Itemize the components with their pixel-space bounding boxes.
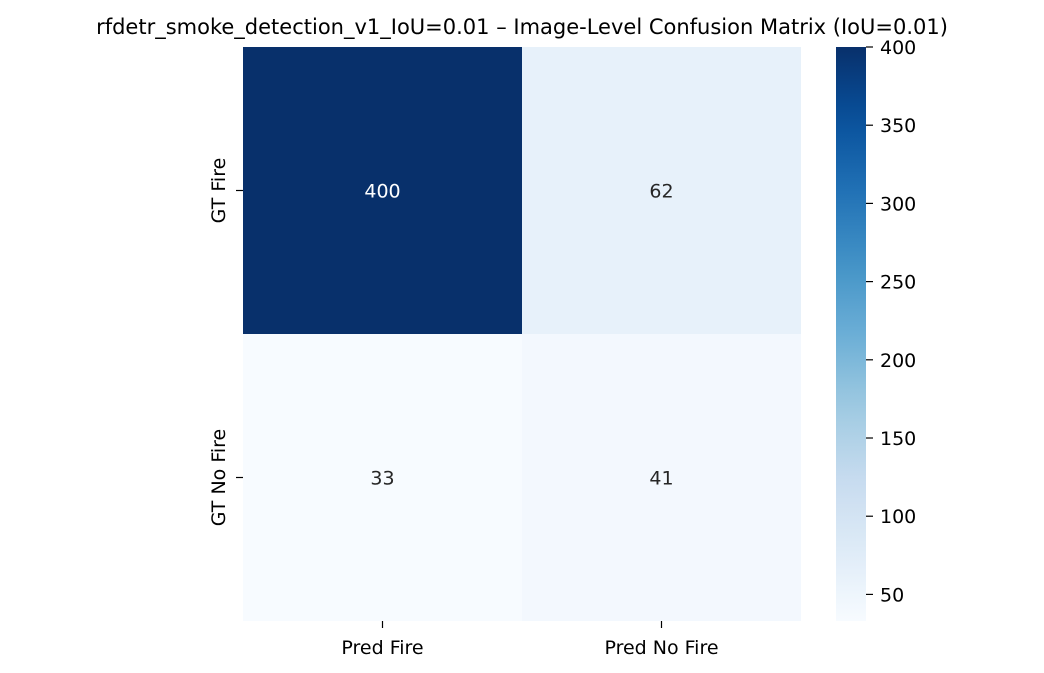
colorbar-axis: 50 100 150 200 250 300 350 400 [866, 37, 916, 606]
x-axis: Pred Fire Pred No Fire [341, 621, 719, 659]
heatmap-cell-labels: 400 62 33 41 [364, 181, 673, 490]
colorbar-tick-label: 400 [880, 37, 916, 59]
heatmap-cell-r0-c0 [243, 47, 522, 334]
heatmap-cells [243, 47, 801, 621]
chart-title: rfdetr_smoke_detection_v1_IoU=0.01 – Ima… [96, 15, 948, 40]
colorbar-tick-label: 350 [880, 115, 916, 137]
x-tick-label: Pred Fire [341, 637, 423, 659]
colorbar-tick-label: 150 [880, 428, 916, 450]
cell-value-label: 33 [370, 468, 394, 490]
cell-value-label: 41 [649, 468, 673, 490]
colorbar-tick-label: 50 [880, 584, 904, 606]
colorbar [836, 47, 866, 621]
heatmap-cell-r0-c1 [522, 47, 801, 334]
y-tick-label: GT No Fire [208, 429, 230, 526]
colorbar-tick-label: 200 [880, 350, 916, 372]
heatmap-cell-r1-c0 [243, 334, 522, 621]
y-tick-label: GT Fire [208, 158, 230, 224]
y-axis: GT Fire GT No Fire [208, 158, 243, 526]
colorbar-tick-label: 250 [880, 272, 916, 294]
cell-value-label: 400 [364, 181, 400, 203]
cell-value-label: 62 [649, 181, 673, 203]
heatmap-cell-r1-c1 [522, 334, 801, 621]
colorbar-tick-label: 100 [880, 506, 916, 528]
colorbar-tick-label: 300 [880, 193, 916, 215]
x-tick-label: Pred No Fire [604, 637, 718, 659]
